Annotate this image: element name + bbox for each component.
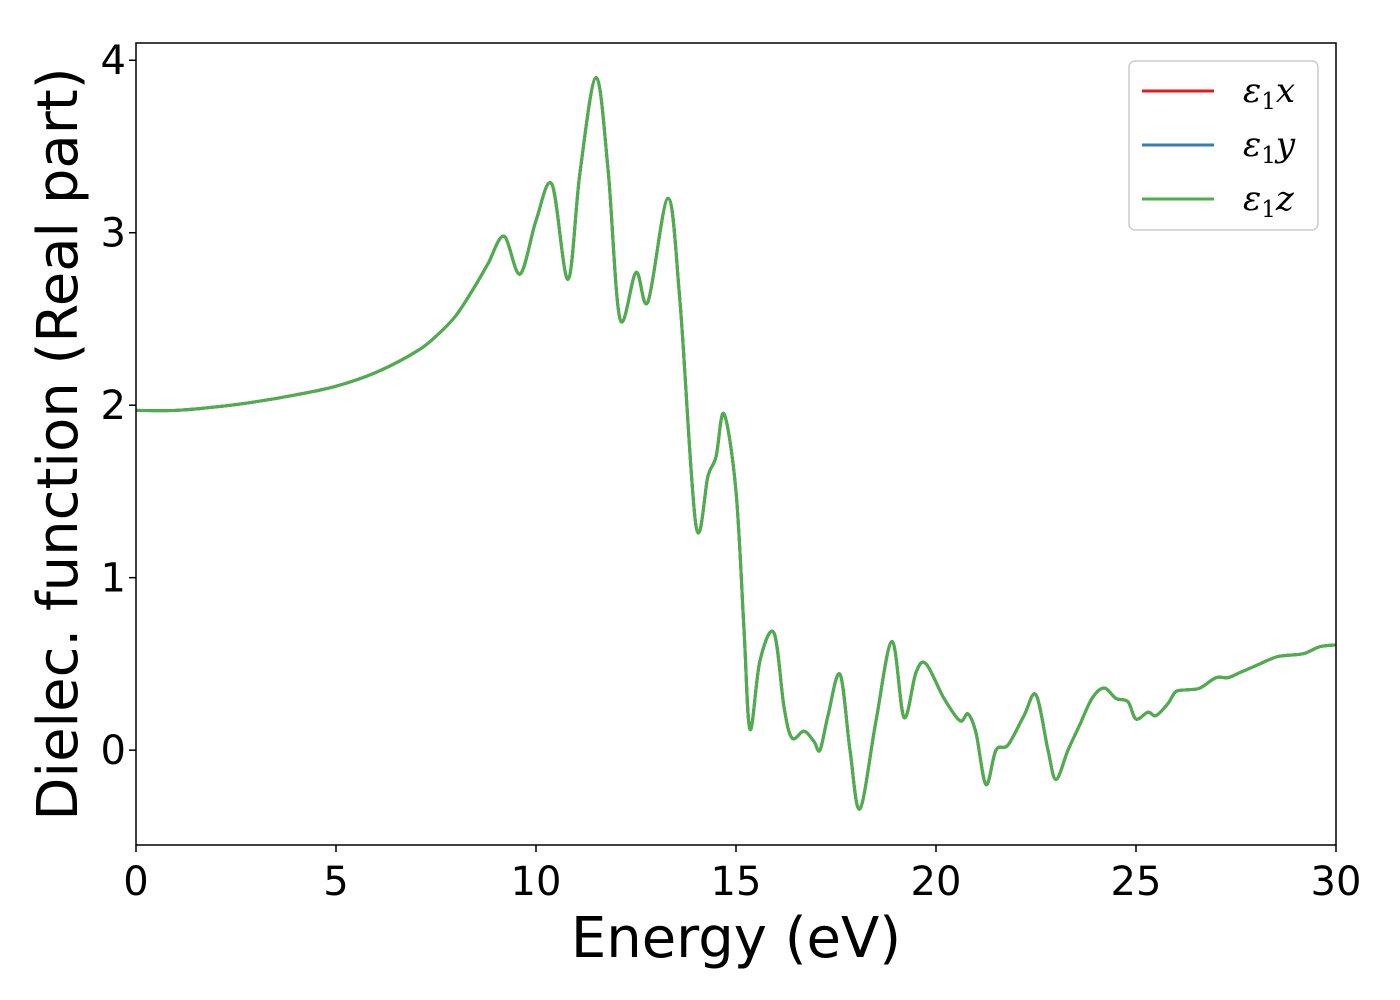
y-tick-label: 4 [101, 38, 126, 84]
y-axis: 0 1 2 3 4 [101, 38, 136, 774]
x-tick-label: 15 [711, 859, 762, 905]
x-tick-label: 25 [1111, 859, 1162, 905]
y-axis-label: Dielec. function (Real part) [26, 67, 91, 820]
legend: ε1x ε1y ε1z [1128, 60, 1319, 231]
x-tick-label: 20 [911, 859, 962, 905]
y-tick-label: 3 [101, 211, 126, 257]
x-tick-label: 10 [511, 859, 562, 905]
series-line-z [135, 75, 1337, 811]
y-tick-label: 0 [101, 728, 126, 774]
x-axis: 0 5 10 15 20 25 30 [123, 845, 1361, 905]
y-tick-label: 2 [101, 383, 126, 429]
legend-label-y: ε1y [1243, 125, 1296, 169]
x-tick-label: 5 [323, 859, 348, 905]
x-tick-label: 0 [123, 859, 148, 905]
x-tick-label: 30 [1311, 859, 1362, 905]
legend-box [1128, 60, 1319, 231]
legend-label-x: ε1x [1243, 71, 1295, 115]
series-layer [135, 75, 1337, 811]
legend-label-z: ε1z [1243, 179, 1295, 223]
y-tick-label: 1 [101, 556, 126, 602]
x-axis-label: Energy (eV) [571, 906, 901, 971]
